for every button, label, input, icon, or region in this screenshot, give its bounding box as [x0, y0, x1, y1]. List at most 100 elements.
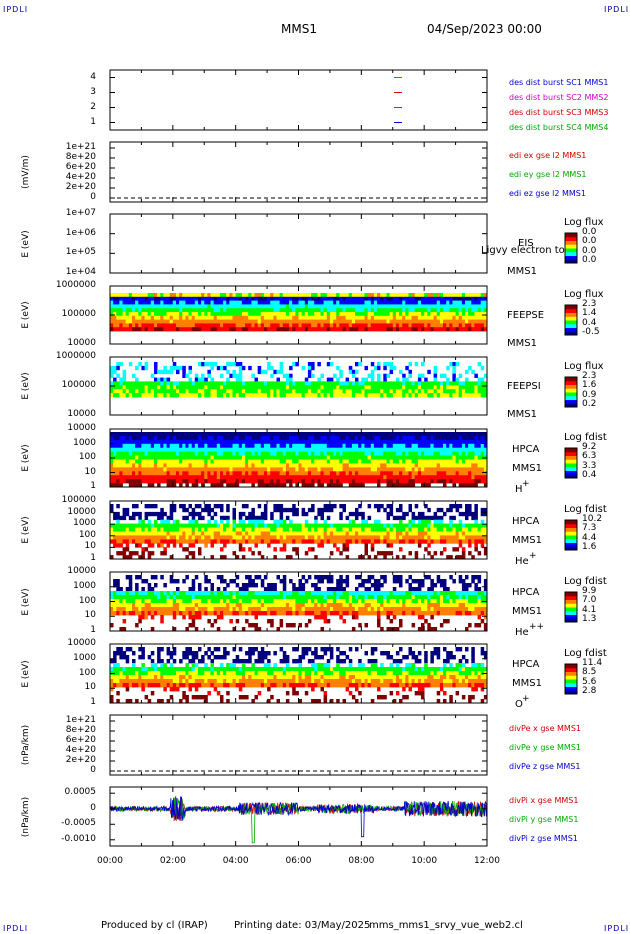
spectrogram-cell	[279, 323, 284, 328]
spectrogram-cell	[207, 439, 211, 445]
spectrogram-cell	[408, 300, 412, 305]
spectrogram-cell	[257, 319, 262, 324]
spectrogram-cell	[405, 483, 409, 488]
spectrogram-cell	[204, 471, 208, 476]
spectrogram-cell	[367, 535, 372, 540]
spectrogram-cell	[220, 459, 224, 464]
spectrogram-cell	[339, 319, 343, 324]
spectrogram-cell	[172, 293, 177, 298]
spectrogram-cell	[336, 323, 340, 328]
spectrogram-cell	[436, 455, 441, 460]
spectrogram-cell	[477, 308, 482, 313]
spectrogram-cell	[329, 385, 334, 390]
spectrogram-cell	[138, 535, 142, 540]
spectrogram-cell	[386, 543, 390, 548]
spectrogram-cell	[141, 323, 145, 328]
spectrogram-cell	[449, 304, 453, 309]
spectrogram-cell	[128, 443, 133, 449]
spectrogram-cell	[257, 447, 262, 452]
spectrogram-cell	[358, 511, 362, 517]
spectrogram-cell	[216, 459, 221, 464]
spectrogram-cell	[179, 475, 183, 480]
spectrogram-cell	[314, 389, 318, 394]
spectrogram-cell	[342, 543, 346, 548]
spectrogram-cell	[254, 535, 258, 540]
spectrogram-cell	[154, 327, 158, 332]
spectrogram-cell	[405, 304, 409, 309]
spectrogram-cell	[292, 455, 296, 460]
spectrogram-cell	[386, 362, 390, 367]
spectrogram-cell	[260, 293, 265, 298]
spectrogram-cell	[411, 479, 416, 484]
spectrogram-cell	[119, 327, 123, 332]
spectrogram-cell	[395, 539, 400, 544]
spectrogram-cell	[179, 483, 183, 488]
spectrogram-cell	[443, 389, 447, 394]
spectrogram-cell	[443, 451, 447, 456]
spectrogram-cell	[443, 483, 447, 488]
spectrogram-cell	[285, 523, 290, 528]
spectrogram-cell	[424, 377, 428, 382]
spectrogram-cell	[458, 323, 463, 328]
spectrogram-cell	[226, 439, 230, 445]
spectrogram-cell	[364, 547, 368, 552]
spectrogram-cell	[395, 393, 400, 398]
spectrogram-cell	[458, 463, 463, 468]
spectrogram-cell	[128, 459, 133, 464]
spectrogram-cell	[267, 435, 271, 441]
spectrogram-cell	[179, 527, 183, 532]
spectrogram-cell	[226, 312, 230, 317]
spectrogram-cell	[273, 455, 277, 460]
spectrogram-cell	[370, 543, 375, 548]
spectrogram-cell	[304, 439, 309, 445]
spectrogram-cell	[402, 511, 406, 517]
spectrogram-cell	[317, 432, 321, 437]
spectrogram-cell	[226, 432, 230, 437]
spectrogram-cell	[377, 319, 381, 324]
spectrogram-cell	[474, 455, 478, 460]
spectrogram-cell	[122, 439, 127, 445]
spectrogram-cell	[480, 463, 485, 468]
spectrogram-cell	[411, 531, 416, 536]
spectrogram-cell	[392, 308, 397, 313]
spectrogram-cell	[160, 543, 164, 548]
spectrogram-cell	[474, 451, 478, 456]
spectrogram-cell	[125, 435, 130, 441]
spectrogram-cell	[452, 515, 456, 521]
spectrogram-cell	[116, 393, 120, 398]
spectrogram-cell	[414, 389, 419, 394]
spectrogram-cell	[116, 543, 120, 548]
spectrogram-cell	[326, 455, 331, 460]
spectrogram-cell	[122, 603, 127, 608]
spectrogram-cell	[210, 475, 214, 480]
spectrogram-cell	[399, 467, 403, 472]
spectrogram-cell	[282, 507, 287, 513]
spectrogram-cell	[226, 296, 230, 301]
spectrogram-cell	[113, 607, 117, 612]
spectrogram-cell	[135, 381, 139, 386]
spectrogram-cell	[144, 300, 149, 305]
spectrogram-cell	[235, 455, 240, 460]
spectrogram-cell	[160, 381, 164, 386]
spectrogram-cell	[188, 531, 192, 536]
spectrogram-cell	[474, 432, 478, 437]
spectrogram-cell	[449, 443, 453, 449]
spectrogram-cell	[433, 511, 438, 517]
spectrogram-cell	[279, 293, 284, 298]
spectrogram-cell	[323, 393, 328, 398]
spectrogram-cell	[399, 523, 403, 528]
spectrogram-cell	[257, 315, 262, 320]
spectrogram-cell	[144, 523, 149, 528]
spectrogram-cell	[364, 523, 368, 528]
spectrogram-cell	[436, 323, 441, 328]
spectrogram-cell	[301, 381, 306, 386]
spectrogram-cell	[439, 315, 444, 320]
spectrogram-cell	[150, 432, 155, 437]
spectrogram-cell	[474, 385, 478, 390]
spectrogram-cell	[355, 475, 359, 480]
spectrogram-cell	[232, 315, 236, 320]
spectrogram-cell	[329, 308, 334, 313]
spectrogram-cell	[329, 381, 334, 386]
spectrogram-cell	[320, 315, 324, 320]
spectrogram-cell	[336, 377, 340, 382]
